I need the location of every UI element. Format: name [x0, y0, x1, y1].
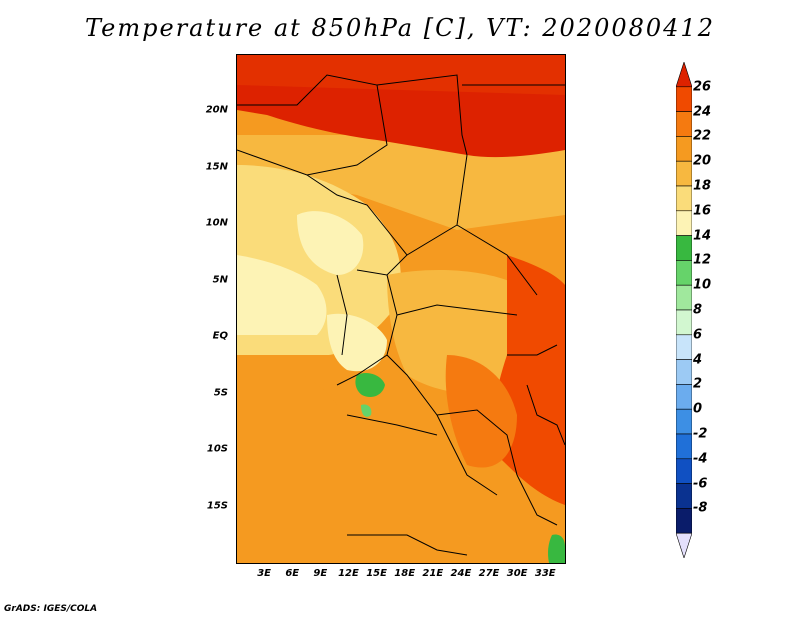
lat-tick-label: 10N — [205, 217, 228, 229]
lon-tick-label: 12E — [338, 568, 359, 579]
colorbar-label: 10 — [693, 277, 712, 293]
colorbar-label: 6 — [693, 327, 703, 343]
colorbar-swatch — [676, 86, 692, 112]
colorbar-swatch — [676, 136, 692, 162]
lat-tick-label: EQ — [212, 330, 228, 342]
colorbar-label: 14 — [693, 228, 712, 244]
temperature-map — [237, 55, 565, 563]
grads-credit: GrADS: IGES/COLA — [4, 604, 98, 614]
colorbar-label: -2 — [693, 426, 708, 442]
colorbar-top-arrow — [676, 62, 692, 88]
field-angola-green — [355, 373, 385, 397]
colorbar-label: 8 — [693, 302, 703, 318]
colorbar-label: 0 — [693, 401, 703, 417]
colorbar-swatch — [676, 508, 692, 534]
map-title: Temperature at 850hPa [C], VT: 202008041… — [85, 14, 715, 42]
colorbar-swatch — [676, 185, 692, 212]
country-borders — [237, 74, 565, 556]
field-sahel — [237, 135, 565, 230]
colorbar-swatch — [676, 284, 692, 311]
lat-tick-label: 15S — [206, 500, 228, 512]
colorbar-label: 2 — [693, 376, 703, 392]
map-panel — [236, 54, 566, 564]
colorbar-swatch — [676, 408, 692, 435]
lon-tick-label: 30E — [506, 568, 528, 579]
lon-tick-label: 21E — [422, 568, 444, 579]
field-coast — [237, 255, 327, 335]
lon-tick-label: 9E — [313, 568, 328, 579]
colorbar-label: 20 — [693, 153, 712, 169]
colorbar-label: 26 — [693, 79, 712, 95]
field-congo-basin — [387, 270, 527, 394]
colorbar-swatch — [676, 260, 692, 286]
lat-tick-label: 10S — [206, 443, 228, 455]
colorbar-label: -4 — [693, 451, 708, 467]
colorbar-swatch — [676, 334, 692, 360]
field-cameroon — [297, 211, 364, 275]
colorbar — [676, 62, 692, 558]
lon-tick-label: 3E — [257, 568, 272, 579]
colorbar-label: 24 — [693, 104, 712, 120]
field-gabon — [327, 313, 387, 372]
field-sw — [237, 355, 345, 563]
field-se-green — [548, 534, 565, 563]
colorbar-swatch — [676, 384, 692, 410]
lon-tick-label: 24E — [450, 568, 472, 579]
lon-tick-label: 27E — [478, 568, 500, 579]
lon-tick-label: 6E — [285, 568, 300, 579]
colorbar-label: 12 — [693, 252, 712, 268]
colorbar-swatch — [676, 235, 692, 261]
lon-tick-label: 18E — [394, 568, 416, 579]
lat-tick-label: 15N — [205, 161, 228, 173]
lat-tick-label: 5N — [212, 274, 228, 286]
colorbar-swatch — [676, 160, 692, 187]
colorbar-label: -6 — [693, 476, 708, 492]
colorbar-swatch — [676, 433, 692, 460]
colorbar-swatch — [676, 458, 692, 484]
colorbar-label: 16 — [693, 203, 712, 219]
colorbar-swatch — [676, 483, 692, 509]
colorbar-label: 22 — [693, 128, 712, 144]
colorbar-swatch — [676, 210, 692, 236]
lon-tick-label: 33E — [534, 568, 556, 579]
lon-tick-label: 15E — [366, 568, 387, 579]
colorbar-swatch — [676, 359, 692, 385]
lat-tick-label: 5S — [213, 387, 228, 399]
colorbar-bottom-arrow — [676, 532, 692, 558]
colorbar-swatch — [676, 111, 692, 137]
colorbar-label: -8 — [693, 500, 708, 516]
colorbar-swatch — [676, 309, 692, 336]
colorbar-label: 18 — [693, 178, 712, 194]
field-zambia-warm — [445, 355, 517, 468]
field-angola-green-2 — [361, 404, 372, 417]
lat-tick-label: 20N — [205, 104, 228, 116]
colorbar-label: 4 — [693, 352, 703, 368]
